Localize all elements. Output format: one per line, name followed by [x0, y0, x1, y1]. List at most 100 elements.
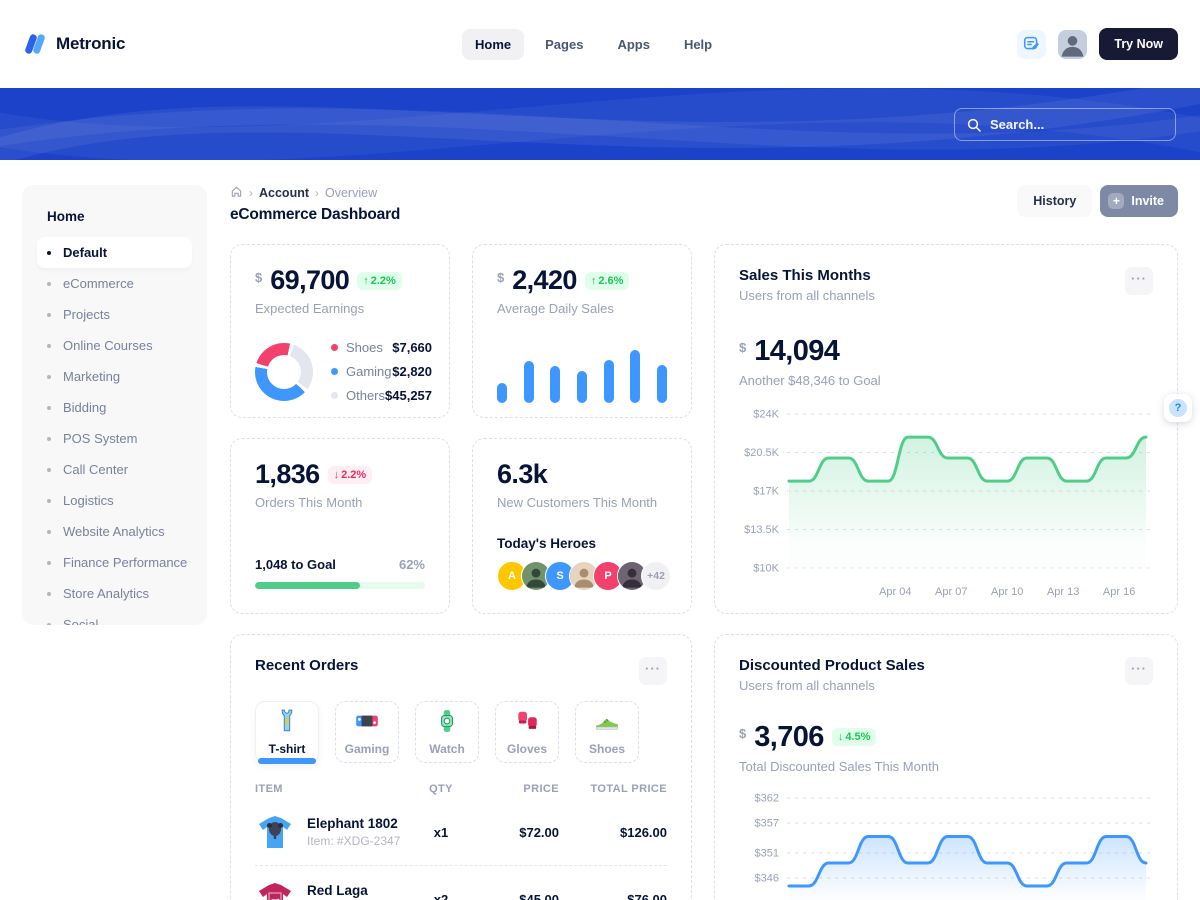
- new-customers-label: New Customers This Month: [497, 495, 658, 510]
- home-icon[interactable]: [230, 185, 243, 201]
- breadcrumb-item-account[interactable]: Account: [259, 186, 309, 200]
- sidebar-item-logistics[interactable]: Logistics: [37, 485, 192, 516]
- card-menu-button[interactable]: ···: [1125, 657, 1153, 685]
- bullet-icon: [47, 281, 51, 286]
- table-row[interactable]: Elephant 1802 Item: #XDG-2347 x1 $72.00 $126…: [255, 799, 667, 865]
- nav-item-home[interactable]: Home: [462, 28, 525, 60]
- recent-orders-title: Recent Orders: [255, 657, 359, 674]
- sidebar-item-bidding[interactable]: Bidding: [37, 392, 192, 423]
- card-menu-button[interactable]: ···: [639, 657, 667, 685]
- sidebar-item-finance-performance[interactable]: Finance Performance: [37, 547, 192, 578]
- legend-row-shoes: Shoes $7,660: [331, 340, 432, 355]
- bullet-icon: [47, 436, 51, 441]
- sidebar-item-pos-system[interactable]: POS System: [37, 423, 192, 454]
- sidebar-item-website-analytics[interactable]: Website Analytics: [37, 516, 192, 547]
- heroes-more-count[interactable]: +42: [641, 561, 671, 591]
- arrow-up-icon: ↑: [363, 275, 369, 287]
- gaming-icon: [356, 715, 378, 727]
- question-icon: ?: [1169, 399, 1187, 417]
- currency-symbol: $: [739, 726, 747, 741]
- brand-logo[interactable]: Metronic: [22, 31, 125, 57]
- sidebar-item-call-center[interactable]: Call Center: [37, 454, 192, 485]
- tab-gaming[interactable]: Gaming: [335, 701, 399, 763]
- active-tab-indicator: [258, 758, 316, 764]
- nav-item-help[interactable]: Help: [671, 29, 725, 60]
- svg-text:$17K: $17K: [753, 486, 779, 498]
- nav-item-pages[interactable]: Pages: [532, 29, 596, 60]
- sales-bar: [603, 360, 614, 403]
- earnings-donut-chart: [255, 342, 313, 401]
- sidebar-item-online-courses[interactable]: Online Courses: [37, 330, 192, 361]
- heroes-avatar-stack: A S P +42: [497, 561, 671, 591]
- table-row[interactable]: Red LagaItem: #XDG-1321 x2 $45.00 $76.00: [255, 865, 667, 900]
- recent-orders-card: Recent Orders ··· T-shirt Gaming Watch Glov…: [230, 634, 692, 900]
- sidebar-item-marketing[interactable]: Marketing: [37, 361, 192, 392]
- orders-table-header: ITEM QTY PRICE TOTAL PRICE: [255, 783, 667, 799]
- sidebar-item-ecommerce[interactable]: eCommerce: [37, 268, 192, 299]
- sidebar-item-label: eCommerce: [63, 276, 134, 291]
- nav-item-apps[interactable]: Apps: [604, 29, 663, 60]
- breadcrumb-separator: ›: [315, 186, 319, 200]
- main-nav: Home Pages Apps Help: [462, 0, 725, 88]
- history-button[interactable]: History: [1017, 185, 1093, 217]
- invite-button[interactable]: + Invite: [1100, 185, 1178, 217]
- item-price: $72.00: [519, 824, 559, 840]
- user-avatar[interactable]: [1058, 29, 1088, 59]
- sidebar-item-projects[interactable]: Projects: [37, 299, 192, 330]
- search-input[interactable]: [990, 117, 1140, 132]
- sidebar-item-default[interactable]: Default: [37, 237, 192, 268]
- hero-photo-avatar[interactable]: [521, 561, 551, 591]
- orders-value: 1,836: [255, 459, 320, 489]
- item-name: Red Laga: [307, 883, 368, 898]
- column-header-price: PRICE: [523, 783, 559, 795]
- legend-value: $45,257: [385, 388, 433, 403]
- legend-value: $2,820: [392, 364, 433, 379]
- sidebar-item-label: Projects: [63, 307, 110, 322]
- discounted-subtitle: Users from all channels: [739, 678, 875, 693]
- gaming-icon: [354, 708, 380, 737]
- breadcrumb: › Account › Overview: [230, 185, 400, 201]
- bullet-icon: [47, 467, 51, 472]
- sales-month-value: 14,094: [754, 335, 840, 367]
- currency-symbol: $: [497, 270, 505, 285]
- shoes-icon: [594, 708, 620, 737]
- page-title: eCommerce Dashboard: [230, 206, 401, 223]
- tab-t-shirt[interactable]: T-shirt: [255, 701, 319, 764]
- orders-label: Orders This Month: [255, 495, 363, 510]
- legend-value: $7,660: [392, 340, 433, 355]
- sidebar-item-label: Social: [63, 617, 99, 625]
- daily-sales-label: Average Daily Sales: [497, 301, 614, 316]
- top-navbar: Metronic Home Pages Apps Help Try Now: [0, 0, 1200, 88]
- delta-value: 4.5%: [845, 731, 871, 743]
- search-box[interactable]: [954, 108, 1176, 141]
- card-menu-button[interactable]: ···: [1125, 267, 1153, 295]
- sales-card-subtitle: Users from all channels: [739, 288, 875, 303]
- sales-bar: [497, 383, 507, 403]
- bullet-icon: [47, 405, 51, 410]
- help-button[interactable]: ?: [1164, 394, 1192, 422]
- item-code: Item: #XDG-2347: [307, 834, 401, 848]
- sales-bar: [656, 365, 667, 403]
- tab-gloves[interactable]: Gloves: [495, 701, 559, 763]
- docs-button[interactable]: [1017, 29, 1047, 59]
- tab-shoes[interactable]: Shoes: [575, 701, 639, 763]
- tab-watch[interactable]: Watch: [415, 701, 479, 763]
- sidebar-item-social[interactable]: Social: [37, 609, 192, 625]
- orders-progress-fill: [255, 582, 361, 589]
- brand-name: Metronic: [56, 34, 126, 53]
- delta-badge: ↓ 2.2%: [327, 466, 373, 484]
- elephant-tshirt-image: [255, 812, 295, 852]
- orders-this-month-card: 1,836 ↓ 2.2% Orders This Month 1,048 to G…: [230, 438, 450, 614]
- search-icon: [967, 118, 981, 132]
- item-cell: Red LagaItem: #XDG-1321: [255, 879, 415, 900]
- svg-text:Apr 07: Apr 07: [935, 586, 967, 598]
- orders-progress-bar: [255, 582, 425, 589]
- breadcrumb-item-overview[interactable]: Overview: [325, 186, 378, 200]
- try-now-button[interactable]: Try Now: [1099, 28, 1178, 60]
- sidebar-heading: Home: [47, 209, 85, 224]
- new-customers-card: 6.3k New Customers This Month Today's He…: [472, 438, 692, 614]
- plus-icon: +: [1108, 193, 1125, 209]
- hero-photo-avatar[interactable]: [617, 561, 647, 591]
- sidebar-item-store-analytics[interactable]: Store Analytics: [37, 578, 192, 609]
- svg-text:Apr 10: Apr 10: [991, 586, 1023, 598]
